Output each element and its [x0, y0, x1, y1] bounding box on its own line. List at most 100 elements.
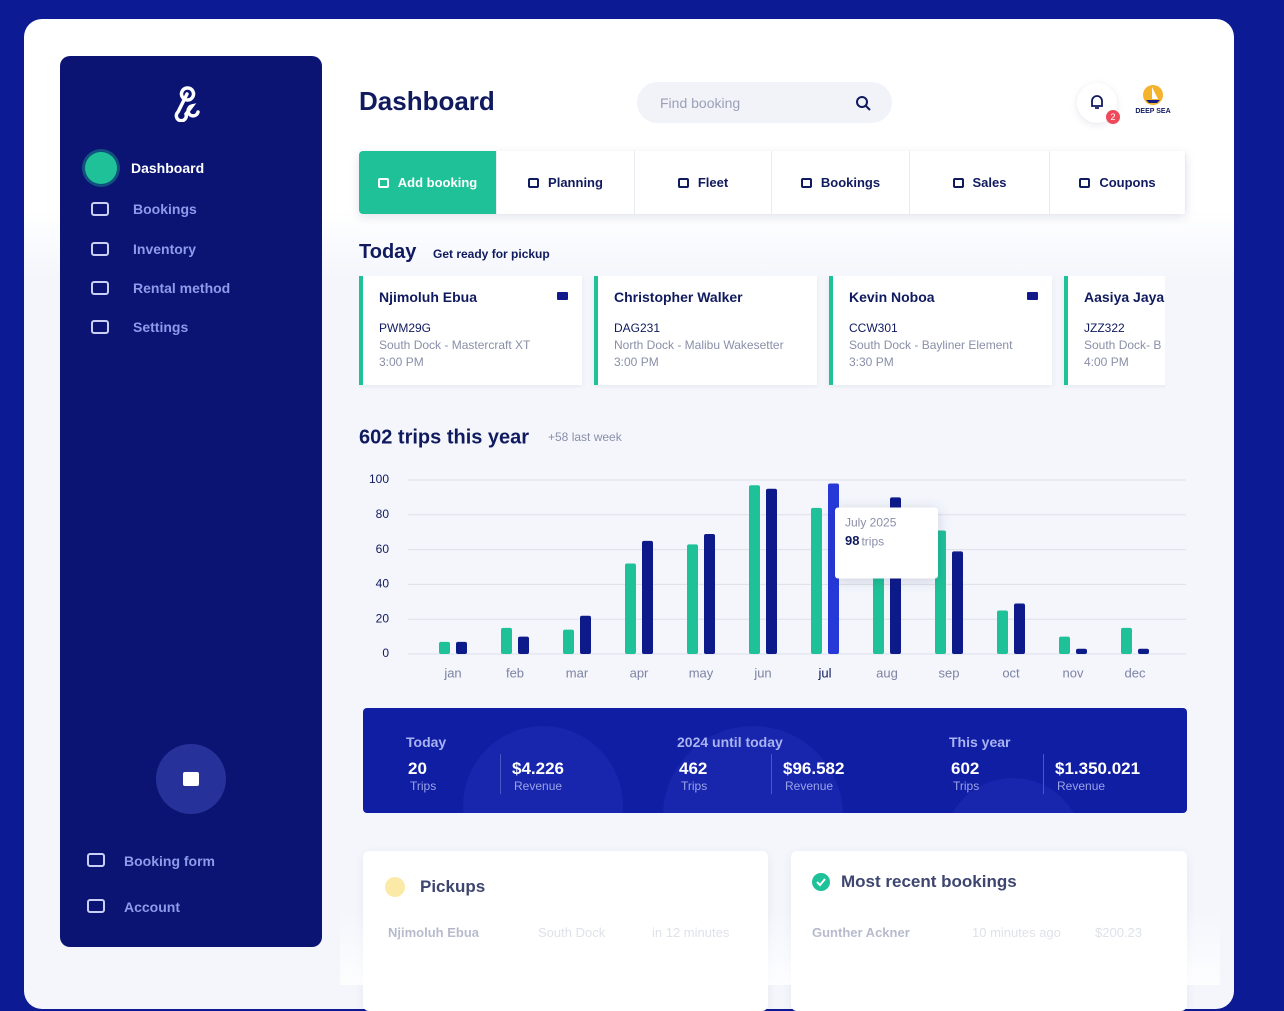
nav-label: Bookings — [133, 201, 197, 217]
bar — [1076, 648, 1087, 654]
logo-mark — [1143, 85, 1163, 105]
location: South Dock - Bayliner Element — [849, 338, 1013, 352]
bar — [439, 641, 450, 654]
app-logo — [174, 86, 200, 122]
stat-label: Trips — [681, 779, 708, 793]
pickup-time: 3:00 PM — [379, 355, 424, 369]
pickup-time: 4:00 PM — [1084, 355, 1129, 369]
x-tick-label: nov — [1063, 665, 1084, 680]
check-icon — [812, 873, 830, 891]
tab-icon — [377, 177, 389, 188]
location: North Dock - Malibu Wakesetter — [614, 338, 784, 352]
tab-icon — [1079, 177, 1091, 188]
nav-icon — [91, 281, 109, 295]
bell-icon — [1091, 95, 1103, 109]
bar — [766, 488, 777, 654]
tooltip-value: 98 — [845, 533, 859, 548]
location: South Dock- B — [1084, 338, 1162, 352]
nav-icon — [91, 202, 109, 216]
booking-card[interactable]: Aasiya Jaya JZZ322 South Dock- B 4:00 PM — [1064, 276, 1165, 385]
add-button[interactable] — [156, 744, 226, 814]
divider — [1043, 754, 1044, 794]
x-tick-label: jun — [753, 665, 771, 680]
nav-item[interactable]: Account — [60, 892, 322, 922]
nav-label: Rental method — [133, 280, 231, 296]
nav-label: Booking form — [124, 853, 215, 869]
y-tick-label: 0 — [382, 646, 389, 660]
bar — [1138, 648, 1149, 654]
tab[interactable]: Planning — [497, 151, 635, 214]
x-tick-label: jan — [443, 665, 461, 680]
search-placeholder: Find booking — [660, 95, 741, 111]
guest-name: Christopher Walker — [614, 289, 743, 305]
tab[interactable]: Bookings — [772, 151, 910, 214]
stat-group-title: Today — [406, 734, 447, 750]
stat-group-title: 2024 until today — [677, 734, 783, 750]
bar — [580, 615, 591, 654]
nav-label: Account — [124, 899, 180, 915]
x-tick-label: may — [689, 665, 714, 680]
booking-card[interactable]: Kevin Noboa CCW301 South Dock - Bayliner E… — [829, 276, 1052, 385]
bar — [456, 641, 467, 654]
tab[interactable]: Fleet — [635, 151, 772, 214]
tab[interactable]: Coupons — [1050, 151, 1186, 214]
chart-subtitle: +58 last week — [548, 430, 623, 444]
booking-card[interactable]: Njimoluh Ebua PWM29G South Dock - Mastercr… — [359, 276, 582, 385]
nav-icon — [87, 853, 105, 867]
company-logo: DEEP SEA — [1131, 84, 1175, 124]
chart-title: 602 trips this year — [359, 426, 529, 448]
notification-button[interactable]: 2 — [1077, 83, 1120, 124]
bar — [625, 563, 636, 654]
boat-code: JZZ322 — [1084, 321, 1125, 335]
x-tick-label: mar — [566, 665, 589, 680]
booking-card[interactable]: Christopher Walker DAG231 North Dock - Mal… — [594, 276, 817, 385]
notification-count: 2 — [1106, 110, 1120, 124]
cart-icon — [557, 292, 568, 300]
nav-item[interactable]: Settings — [60, 312, 322, 342]
nav-item[interactable]: Bookings — [60, 194, 322, 224]
cart-icon — [1027, 292, 1038, 300]
x-tick-label: oct — [1002, 665, 1020, 680]
stat-value: $96.582 — [783, 759, 845, 778]
search-box[interactable]: Find booking — [637, 82, 892, 123]
tab-icon — [677, 177, 689, 188]
boat-code: CCW301 — [849, 321, 898, 335]
bar — [1121, 627, 1132, 654]
tab[interactable]: Add booking — [359, 151, 497, 214]
stat-label: Trips — [953, 779, 980, 793]
tab-label: Bookings — [820, 175, 881, 190]
bar — [997, 610, 1008, 654]
sidebar: Dashboard Bookings Inventory Rental method S… — [60, 56, 322, 947]
bar — [687, 544, 698, 654]
tab-bar: Add booking Planning Fleet Bookings Sales Cou… — [359, 151, 1186, 214]
x-tick-label: jul — [817, 665, 831, 680]
bar — [563, 629, 574, 654]
tab-label: Fleet — [697, 175, 729, 190]
tooltip-box — [835, 507, 938, 579]
nav-label: Dashboard — [131, 160, 205, 176]
boat-code: DAG231 — [614, 321, 661, 335]
stat-value: $4.226 — [512, 759, 564, 778]
stat-value: 20 — [408, 759, 427, 778]
tab-label: Planning — [548, 175, 603, 190]
nav-item[interactable]: Rental method — [60, 273, 322, 303]
panel-title: Pickups — [420, 877, 486, 896]
nav-item[interactable]: Inventory — [60, 234, 322, 264]
stat-value: 462 — [679, 759, 708, 778]
nav-icon — [91, 320, 109, 334]
calendar-icon — [183, 772, 199, 786]
guest-name: Kevin Noboa — [849, 289, 935, 305]
bar — [1059, 636, 1070, 654]
tab-label: Sales — [972, 175, 1007, 190]
section-title: Today — [359, 241, 417, 263]
tab-icon — [800, 177, 812, 188]
x-tick-label: sep — [939, 665, 960, 680]
trips-chart: 602 trips this year +58 last week 0 20 40 6… — [359, 426, 1186, 680]
location: South Dock - Mastercraft XT — [379, 338, 531, 352]
bar — [811, 507, 822, 654]
tab[interactable]: Sales — [910, 151, 1050, 214]
tab-icon — [952, 177, 964, 188]
nav-item[interactable]: Booking form — [60, 846, 322, 876]
nav-item[interactable]: Dashboard — [60, 152, 322, 184]
bar — [704, 533, 715, 654]
